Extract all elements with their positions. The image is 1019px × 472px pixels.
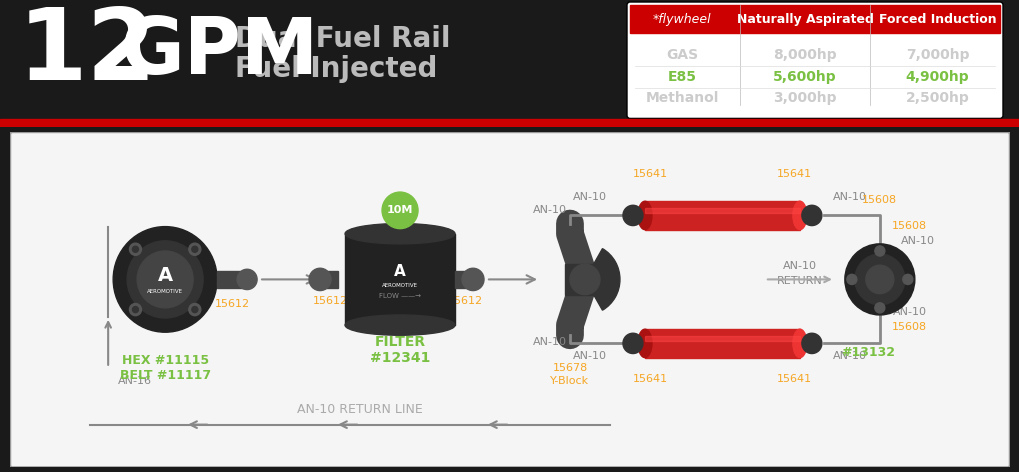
- Ellipse shape: [792, 329, 806, 358]
- Text: 15641: 15641: [632, 374, 666, 384]
- Text: E85: E85: [666, 70, 696, 84]
- Text: 15641: 15641: [776, 374, 812, 384]
- Circle shape: [854, 254, 904, 305]
- Text: 15678: 15678: [552, 363, 587, 373]
- Text: 15608: 15608: [892, 322, 926, 332]
- Circle shape: [623, 205, 642, 226]
- Text: AN-10: AN-10: [833, 351, 866, 361]
- Circle shape: [801, 333, 821, 354]
- Text: 15641: 15641: [632, 169, 666, 179]
- Text: 15612: 15612: [312, 296, 347, 306]
- Circle shape: [309, 268, 331, 291]
- Text: 15608: 15608: [861, 195, 897, 205]
- Text: 5,600hp: 5,600hp: [772, 70, 836, 84]
- Text: AN-10: AN-10: [783, 261, 816, 271]
- Text: AN-10: AN-10: [533, 205, 567, 215]
- Text: *flywheel: *flywheel: [652, 13, 710, 25]
- Text: 12: 12: [18, 4, 157, 101]
- Text: 15612: 15612: [214, 299, 250, 309]
- Text: AN-10: AN-10: [892, 307, 926, 317]
- Text: Fuel Injected: Fuel Injected: [234, 55, 437, 83]
- Text: A: A: [157, 266, 172, 285]
- Circle shape: [846, 274, 856, 285]
- Text: 4,900hp: 4,900hp: [905, 70, 968, 84]
- Text: 10M: 10M: [386, 205, 413, 215]
- Circle shape: [129, 303, 142, 316]
- Wedge shape: [585, 249, 620, 310]
- Text: FLOW ——→: FLOW ——→: [379, 293, 421, 299]
- Text: GAS: GAS: [665, 48, 697, 62]
- Text: AN-10: AN-10: [833, 192, 866, 202]
- Ellipse shape: [637, 201, 651, 230]
- Circle shape: [137, 251, 193, 308]
- Circle shape: [801, 205, 821, 226]
- FancyBboxPatch shape: [627, 2, 1002, 118]
- Text: AN-10: AN-10: [573, 351, 606, 361]
- Text: BELT #11117: BELT #11117: [119, 370, 211, 382]
- Bar: [644, 336, 799, 341]
- Text: 15612: 15612: [447, 296, 482, 306]
- Circle shape: [132, 246, 139, 253]
- Text: 8,000hp: 8,000hp: [772, 48, 836, 62]
- Ellipse shape: [792, 201, 806, 230]
- Bar: [644, 201, 799, 230]
- Text: AN-10: AN-10: [573, 192, 606, 202]
- Text: AEROMOTIVE: AEROMOTIVE: [382, 283, 418, 288]
- Bar: [630, 5, 999, 33]
- Circle shape: [189, 303, 201, 316]
- Circle shape: [462, 268, 484, 291]
- Circle shape: [570, 264, 599, 295]
- Text: AN-10: AN-10: [533, 337, 567, 347]
- Circle shape: [236, 269, 257, 289]
- Circle shape: [902, 274, 912, 285]
- Circle shape: [127, 241, 203, 318]
- Circle shape: [382, 192, 418, 228]
- Text: Naturally Aspirated: Naturally Aspirated: [736, 13, 872, 25]
- Bar: [454, 271, 473, 287]
- Text: Forced Induction: Forced Induction: [877, 13, 996, 25]
- Ellipse shape: [344, 315, 454, 335]
- Text: AN-10: AN-10: [900, 236, 934, 246]
- Text: GPM: GPM: [120, 14, 318, 90]
- Text: 7,000hp: 7,000hp: [905, 48, 968, 62]
- Text: A: A: [393, 264, 406, 279]
- Text: Y-Block: Y-Block: [550, 376, 589, 386]
- Circle shape: [874, 303, 884, 313]
- Bar: [644, 208, 799, 213]
- Text: Methanol: Methanol: [645, 92, 718, 105]
- Circle shape: [132, 306, 139, 312]
- Circle shape: [113, 227, 217, 332]
- Text: 15641: 15641: [776, 169, 812, 179]
- Text: Dual Fuel Rail: Dual Fuel Rail: [234, 25, 450, 53]
- Circle shape: [865, 265, 893, 294]
- Circle shape: [844, 244, 914, 315]
- Bar: [0, 119, 1019, 127]
- Text: 3,000hp: 3,000hp: [772, 92, 836, 105]
- Text: AN-16: AN-16: [118, 376, 152, 386]
- Text: AN-10 RETURN LINE: AN-10 RETURN LINE: [297, 403, 423, 416]
- Text: FILTER: FILTER: [374, 336, 425, 349]
- Text: RETURN: RETURN: [776, 277, 822, 287]
- Bar: [217, 271, 247, 287]
- Text: 15608: 15608: [892, 220, 926, 231]
- Circle shape: [189, 243, 201, 255]
- Circle shape: [623, 333, 642, 354]
- Text: #12341: #12341: [370, 351, 430, 364]
- Text: #13132: #13132: [840, 346, 894, 359]
- Text: AEROMOTIVE: AEROMOTIVE: [147, 289, 183, 294]
- Bar: [344, 234, 454, 325]
- Ellipse shape: [344, 224, 454, 244]
- FancyArrow shape: [565, 264, 609, 295]
- Text: HEX #11115: HEX #11115: [121, 354, 209, 367]
- Text: 2,500hp: 2,500hp: [905, 92, 968, 105]
- Circle shape: [129, 243, 142, 255]
- Circle shape: [192, 306, 198, 312]
- Ellipse shape: [637, 329, 651, 358]
- Bar: [644, 329, 799, 358]
- Bar: [320, 271, 337, 287]
- Circle shape: [192, 246, 198, 253]
- Circle shape: [874, 246, 884, 256]
- FancyBboxPatch shape: [10, 132, 1009, 467]
